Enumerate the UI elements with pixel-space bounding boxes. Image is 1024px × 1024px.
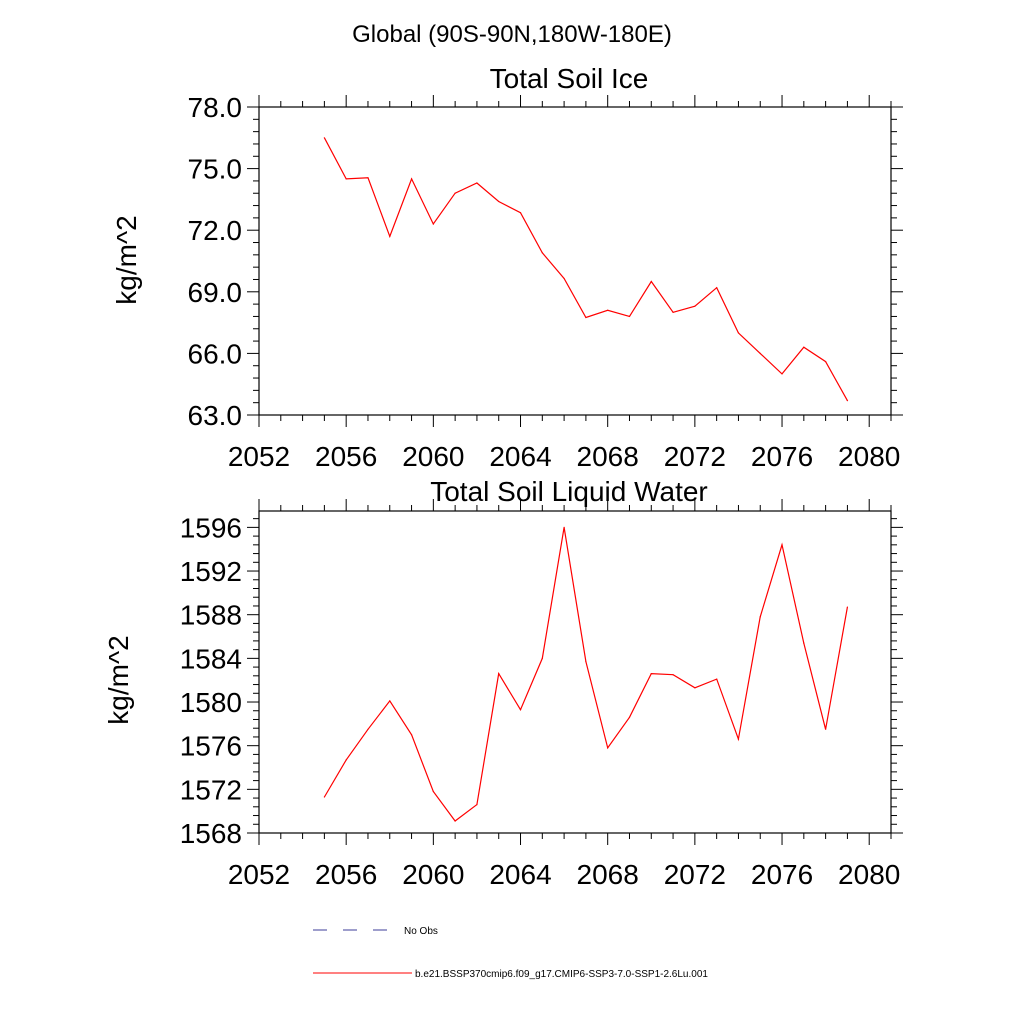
soil-liquid-water-data-point: [519, 709, 522, 711]
soil-liquid-water-data-point: [389, 700, 391, 702]
legend: No Obs b.e21.BSSP370cmip6.f09_g17.CMIP6-…: [313, 926, 708, 980]
soil-ice-series-line: [323, 137, 848, 401]
soil-ice-xtick-label: 2052: [228, 441, 290, 472]
soil-ice-data-point: [410, 178, 413, 180]
soil-liquid-water-data-point: [345, 759, 347, 761]
soil-liquid-water-panel: Total Soil Liquid Water kg/m^2 2052 2056 2…: [103, 476, 903, 890]
soil-liquid-water-data-point: [323, 796, 325, 798]
soil-liquid-water-xtick-label: 2052: [228, 859, 290, 890]
soil-liquid-water-ytick-label: 1588: [180, 600, 242, 631]
soil-ice-data-point: [541, 252, 543, 254]
soil-liquid-water-ylabel: kg/m^2: [103, 635, 134, 724]
soil-ice-xtick-label: 2056: [315, 441, 377, 472]
soil-ice-data-point: [585, 316, 587, 319]
soil-liquid-water-series-line: [323, 527, 848, 822]
soil-liquid-water-xtick-label: 2072: [664, 859, 726, 890]
soil-liquid-water-xtick-label: 2068: [577, 859, 639, 890]
soil-ice-data-point: [563, 277, 565, 280]
soil-ice-data-point: [628, 315, 631, 318]
soil-liquid-water-data-point: [694, 687, 696, 689]
soil-liquid-water-data-point: [759, 616, 761, 618]
soil-liquid-water-data-point: [432, 790, 434, 793]
soil-ice-xtick-label: 2064: [489, 441, 551, 472]
soil-ice-data-point: [716, 287, 718, 289]
soil-ice-title: Total Soil Ice: [490, 63, 649, 94]
soil-ice-data-point: [345, 178, 347, 180]
soil-ice-xtick-label: 2076: [751, 441, 813, 472]
soil-liquid-water-data-point: [563, 526, 565, 528]
legend-label-model: b.e21.BSSP370cmip6.f09_g17.CMIP6-SSP3-7.…: [415, 969, 708, 980]
soil-ice-data-point: [781, 373, 783, 375]
soil-ice-data-point: [323, 137, 325, 139]
soil-liquid-water-data-point: [803, 642, 805, 644]
soil-ice-xtick-label: 2072: [664, 441, 726, 472]
soil-liquid-water-data-point: [737, 738, 740, 740]
soil-ice-data-point: [825, 361, 827, 363]
soil-liquid-water-data-point: [367, 728, 369, 730]
soil-ice-ytick-label: 69.0: [188, 277, 243, 308]
soil-ice-xtick-label: 2068: [577, 441, 639, 472]
soil-ice-ytick-label: 66.0: [188, 338, 243, 369]
page-title: Global (90S-90N,180W-180E): [352, 21, 672, 48]
soil-ice-data-point: [759, 352, 761, 354]
soil-ice-marks: 2052 2056 2060 2064 2068 2072 2076 2080 63.0 66.0…: [188, 92, 903, 472]
soil-ice-data-point: [454, 192, 456, 194]
soil-ice-data-point: [498, 200, 500, 203]
soil-ice-data-point: [389, 235, 391, 237]
soil-liquid-water-data-point: [716, 678, 718, 680]
soil-liquid-water-data-point: [454, 820, 456, 822]
soil-liquid-water-title: Total Soil Liquid Water: [430, 476, 708, 507]
soil-liquid-water-data-point: [650, 673, 652, 675]
soil-liquid-water-ytick-label: 1576: [180, 731, 242, 762]
soil-ice-data-point: [476, 182, 478, 184]
soil-liquid-water-data-point: [672, 674, 674, 676]
soil-liquid-water-ytick-label: 1596: [180, 512, 242, 543]
soil-liquid-water-xtick-label: 2060: [402, 859, 464, 890]
soil-ice-plot-frame: [258, 106, 892, 416]
soil-liquid-water-xtick-label: 2064: [489, 859, 551, 890]
soil-ice-ylabel: kg/m^2: [111, 215, 142, 304]
soil-ice-data-point: [694, 305, 696, 307]
soil-ice-data-point: [650, 280, 652, 283]
soil-ice-data-point: [846, 400, 849, 402]
soil-ice-panel: Total Soil Ice kg/m^2 2052 2056 2060 2064 20…: [111, 63, 903, 472]
soil-liquid-water-plot-frame: [258, 510, 892, 834]
soil-liquid-water-data-point: [541, 657, 543, 659]
soil-liquid-water-ytick-label: 1592: [180, 556, 242, 587]
soil-ice-xtick-label: 2080: [838, 441, 900, 472]
soil-liquid-water-data-point: [825, 728, 827, 730]
soil-ice-data-point: [367, 177, 369, 179]
soil-ice-data-point: [607, 309, 609, 311]
soil-liquid-water-data-point: [410, 734, 413, 736]
soil-ice-ytick-label: 75.0: [188, 154, 243, 185]
soil-ice-ytick-label: 78.0: [188, 92, 243, 123]
soil-liquid-water-ytick-label: 1580: [180, 687, 242, 718]
soil-liquid-water-xtick-label: 2056: [315, 859, 377, 890]
soil-liquid-water-ytick-label: 1568: [180, 818, 242, 849]
soil-liquid-water-data-point: [628, 716, 631, 718]
soil-ice-xtick-label: 2060: [402, 441, 464, 472]
legend-label-no-obs: No Obs: [404, 926, 438, 937]
soil-ice-ytick-label: 72.0: [188, 215, 243, 246]
soil-ice-ytick-label: 63.0: [188, 400, 243, 431]
soil-liquid-water-marks: 2052 2056 2060 2064 2068 2072 2076 2080 1568 1572…: [180, 499, 903, 890]
soil-liquid-water-data-point: [781, 544, 783, 546]
soil-ice-data-point: [737, 332, 740, 334]
soil-ice-data-point: [803, 346, 805, 348]
soil-liquid-water-data-point: [498, 673, 500, 675]
soil-liquid-water-ytick-label: 1584: [180, 643, 242, 674]
soil-liquid-water-ytick-label: 1572: [180, 774, 242, 805]
soil-ice-data-point: [519, 212, 522, 214]
soil-liquid-water-data-point: [607, 747, 609, 749]
soil-liquid-water-xtick-label: 2076: [751, 859, 813, 890]
soil-liquid-water-data-point: [476, 804, 478, 806]
soil-liquid-water-xtick-label: 2080: [838, 859, 900, 890]
soil-liquid-water-data-point: [846, 606, 849, 608]
soil-liquid-water-data-point: [585, 661, 587, 663]
soil-ice-data-point: [672, 311, 674, 313]
soil-ice-data-point: [432, 223, 434, 225]
